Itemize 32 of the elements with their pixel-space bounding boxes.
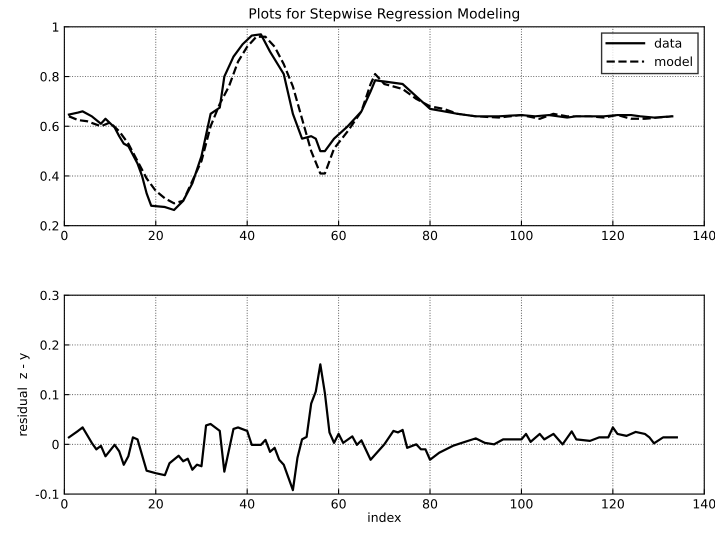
y-tick-label: 0 [52,440,59,450]
x-tick-label: 80 [422,499,438,509]
legend-label: data [654,38,682,48]
y-tick-label: -0.1 [36,490,58,499]
y-tick-label: 0.2 [40,340,58,350]
y-tick-label: 0.2 [40,221,58,231]
legend-label: model [655,56,692,66]
x-tick-label: 20 [148,499,163,509]
x-tick-label: 0 [61,499,68,509]
y-tick-label: 0.4 [40,171,59,181]
y-tick-label: 0.1 [40,390,58,400]
x-tick-label: 100 [510,499,533,509]
x-tick-label: 140 [694,230,715,240]
x-tick-label: 120 [602,499,624,509]
x-tick-label: 0 [61,230,68,240]
x-tick-label: 60 [332,499,346,509]
y-tick-label: 1 [52,22,58,32]
y-tick-label: 0.6 [40,122,59,132]
x-axis-title: index [368,512,401,522]
x-tick-label: 140 [694,499,715,509]
x-tick-label: 100 [510,230,533,240]
x-tick-label: 40 [240,230,254,240]
line-series [68,363,678,492]
x-tick-label: 60 [332,230,346,240]
x-tick-label: 120 [602,230,624,240]
x-tick-label: 20 [148,230,163,240]
chart-title: Plots for Stepwise Regression Modeling [250,8,520,22]
y-axis-title: residual z - y [17,353,30,436]
y-tick-label: 0.3 [40,290,58,300]
y-tick-label: 0.8 [40,72,59,82]
x-tick-label: 40 [240,499,254,509]
x-tick-label: 80 [422,230,438,240]
